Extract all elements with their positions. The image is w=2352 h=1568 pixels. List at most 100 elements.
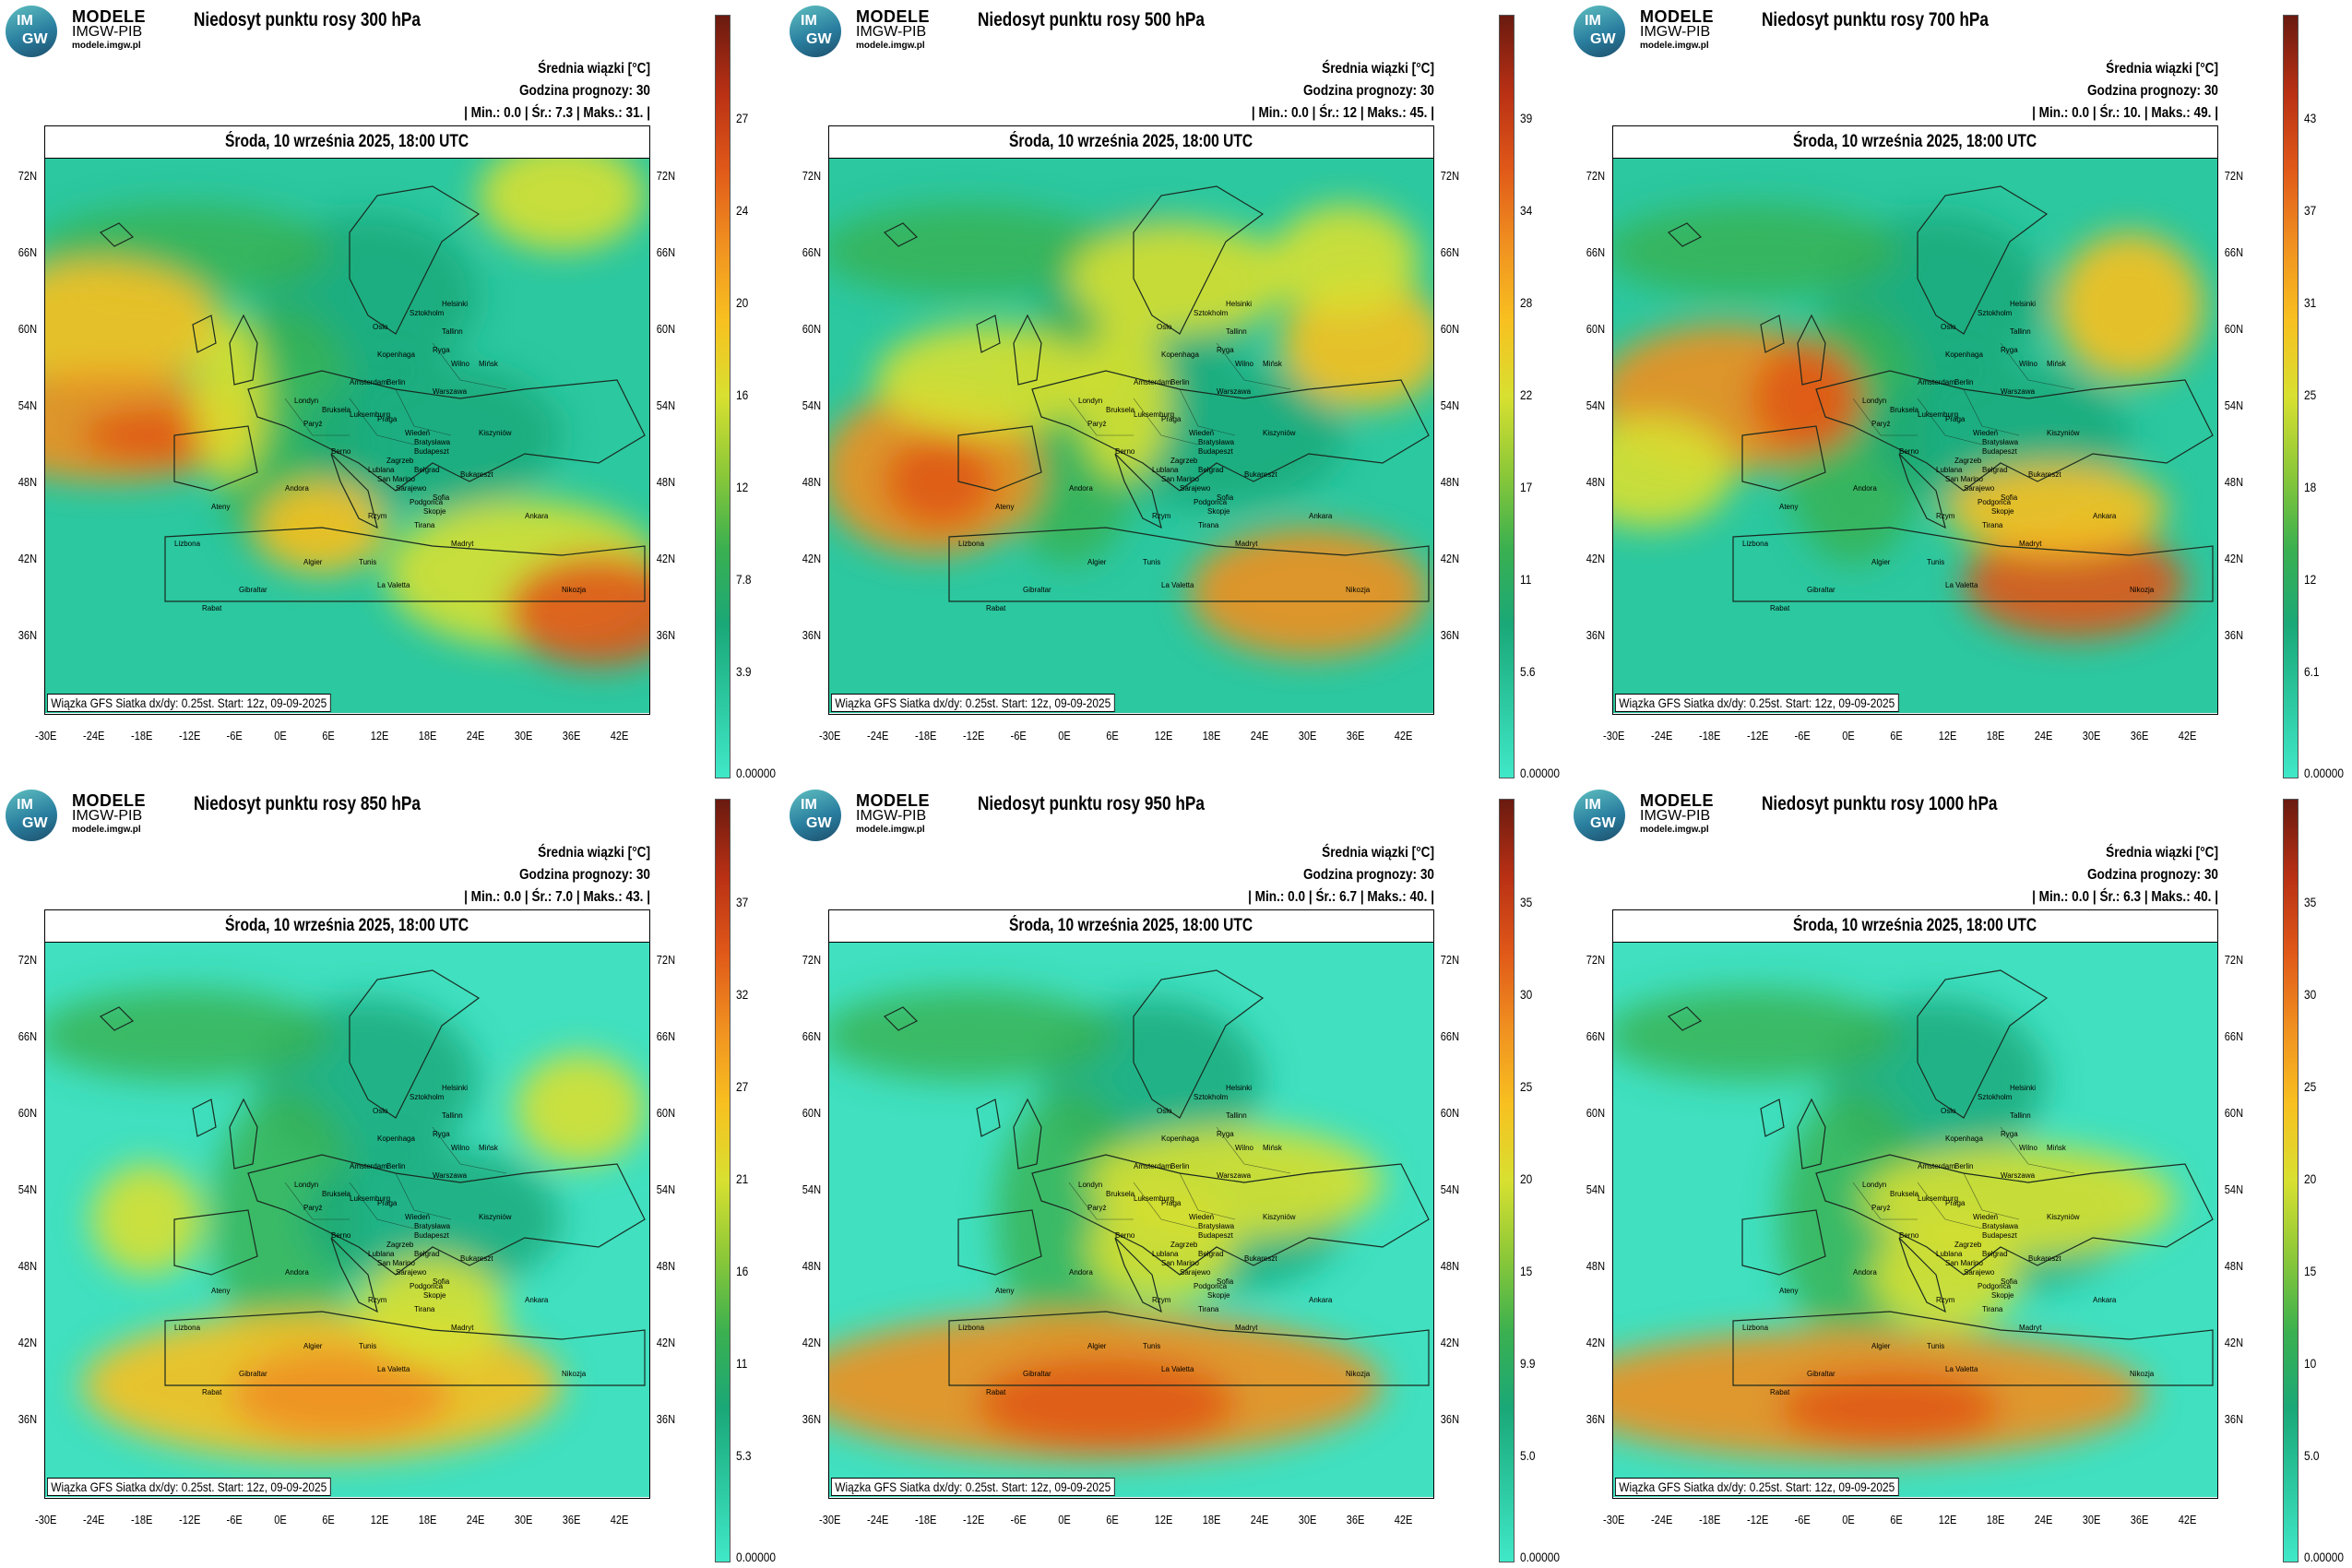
color-scale-label: 17 bbox=[1520, 480, 1533, 494]
stats-line: | Min.: 0.0 | Śr.: 10. | Maks.: 49. | bbox=[2032, 105, 2218, 121]
forecast-date: Środa, 10 września 2025, 18:00 UTC bbox=[1009, 916, 1253, 935]
coastline bbox=[1797, 314, 1826, 386]
color-scale-label: 22 bbox=[1520, 387, 1533, 402]
stats-line: | Min.: 0.0 | Śr.: 7.3 | Maks.: 31. | bbox=[464, 105, 650, 121]
city-label: Kiszyniów bbox=[2047, 429, 2080, 437]
city-label: Kopenhaga bbox=[1945, 1134, 1983, 1143]
city-label: Bukareszt bbox=[460, 470, 493, 479]
forecast-hour: Godzina prognozy: 30 bbox=[2086, 83, 2218, 99]
coastline bbox=[1133, 969, 1265, 1119]
field-blob bbox=[516, 1053, 645, 1164]
color-scale-label: 7.8 bbox=[736, 572, 752, 587]
city-label: Wiedeń bbox=[1973, 1213, 1998, 1221]
average-label: Średnia wiązki [°C] bbox=[2106, 845, 2218, 861]
coastline bbox=[1031, 370, 1430, 492]
longitude-label: 12E bbox=[1938, 729, 1957, 742]
field-blobs bbox=[829, 205, 1433, 657]
color-scale-label: 15 bbox=[1520, 1264, 1533, 1278]
forecast-hour: Godzina prognozy: 30 bbox=[1302, 83, 1434, 99]
city-label: Budapeszt bbox=[414, 447, 450, 456]
city-label: Sarajewo bbox=[1964, 1268, 1995, 1277]
border-line bbox=[1133, 398, 1199, 445]
border-line bbox=[284, 1182, 350, 1220]
city-label: Wilno bbox=[2019, 360, 2038, 368]
average-label: Średnia wiązki [°C] bbox=[538, 61, 650, 77]
longitude-label: 36E bbox=[2130, 1513, 2149, 1526]
border-line bbox=[1068, 398, 1134, 436]
latitude-label: 60N bbox=[1586, 322, 1606, 336]
field-blob bbox=[875, 325, 1097, 435]
logo-letters-top: IM bbox=[1585, 797, 1601, 813]
longitude-label: 0E bbox=[1842, 729, 1855, 742]
city-label: Praga bbox=[1945, 1199, 1966, 1207]
coastline bbox=[1732, 1311, 2214, 1386]
forecast-hour: Godzina prognozy: 30 bbox=[518, 867, 650, 883]
city-label: Londyn bbox=[1078, 397, 1102, 405]
logo-name: MODELE bbox=[72, 791, 147, 810]
longitude-label: 30E bbox=[2082, 729, 2101, 742]
latitude-label: 72N bbox=[18, 953, 38, 967]
city-label: Kopenhaga bbox=[1161, 350, 1199, 359]
city-label: Oslo bbox=[1941, 1107, 1956, 1115]
logo-letters-top: IM bbox=[801, 797, 817, 813]
field-blob bbox=[885, 435, 995, 528]
coastline bbox=[1013, 1098, 1042, 1170]
latitude-label: 66N bbox=[656, 1029, 676, 1043]
logo-letters-bottom: GW bbox=[806, 815, 832, 831]
longitude-label: 12E bbox=[370, 1513, 389, 1526]
latitude-label: 36N bbox=[1586, 1412, 1606, 1426]
city-label: La Valetta bbox=[1945, 1365, 1978, 1373]
city-label: Paryż bbox=[1871, 1204, 1890, 1212]
city-label: Gibraltar bbox=[239, 1370, 267, 1378]
border-line bbox=[1133, 1182, 1199, 1229]
run-info-footer: Wiązka GFS Siatka dx/dy: 0.25st. Start: … bbox=[47, 1478, 331, 1496]
city-label: Andora bbox=[285, 484, 309, 493]
city-label: Warszawa bbox=[433, 387, 468, 396]
city-label: Helsinki bbox=[2010, 1084, 2036, 1092]
color-scale-label: 11 bbox=[1520, 572, 1532, 587]
city-label: Podgorica bbox=[1194, 498, 1228, 506]
city-label: Rabat bbox=[1770, 1388, 1790, 1396]
field-blob bbox=[303, 1146, 562, 1293]
city-label: Algier bbox=[303, 1342, 323, 1350]
city-label: Ankara bbox=[2093, 1296, 2117, 1304]
longitude-label: -24E bbox=[1651, 729, 1673, 742]
city-label: Paryż bbox=[1087, 1204, 1106, 1212]
city-label: Luksemburg bbox=[1918, 410, 1958, 419]
city-label: Algier bbox=[1087, 1342, 1107, 1350]
longitude-label: -18E bbox=[1699, 729, 1721, 742]
color-scale-label: 25 bbox=[2304, 387, 2317, 402]
color-scale-label: 12 bbox=[2304, 572, 2317, 587]
longitude-label: 30E bbox=[514, 729, 533, 742]
color-scale-label: 16 bbox=[736, 1264, 749, 1278]
country-borders bbox=[1068, 1126, 1291, 1229]
field-blob bbox=[45, 989, 331, 1081]
longitude-label: 42E bbox=[610, 1513, 629, 1526]
border-line bbox=[432, 342, 507, 390]
logo-letters-top: IM bbox=[17, 797, 33, 813]
city-label: Lublana bbox=[368, 466, 395, 474]
longitude-label: 36E bbox=[562, 729, 581, 742]
city-label: Berlin bbox=[1954, 1162, 1973, 1170]
city-label: Bruksela bbox=[1890, 1190, 1919, 1198]
latitude-label: 36N bbox=[656, 628, 676, 642]
longitude-label: -12E bbox=[963, 1513, 985, 1526]
latitude-label: 42N bbox=[18, 1336, 38, 1349]
city-label: Lublana bbox=[1152, 466, 1179, 474]
forecast-panel: IM GW MODELE IMGW-PIB modele.imgw.pl Niedosyt… bbox=[784, 784, 1568, 1568]
city-label: Madryt bbox=[451, 1324, 474, 1332]
longitude-label: -18E bbox=[915, 1513, 937, 1526]
forecast-panel: IM GW MODELE IMGW-PIB modele.imgw.pl Niedosyt… bbox=[784, 0, 1568, 784]
map-frame: Środa, 10 września 2025, 18:00 UTC Oslo Sz… bbox=[828, 125, 1434, 715]
longitude-label: -24E bbox=[867, 1513, 889, 1526]
color-scale-bar bbox=[1499, 799, 1515, 1562]
longitude-label: 36E bbox=[1346, 729, 1365, 742]
logo-name: MODELE bbox=[856, 791, 931, 810]
latitude-label: 36N bbox=[1586, 628, 1606, 642]
city-label: Tunis bbox=[1143, 558, 1160, 566]
city-label: Amsterdam bbox=[350, 1162, 387, 1170]
coastline bbox=[1031, 1154, 1430, 1276]
city-label: Skopje bbox=[1991, 1291, 2014, 1300]
city-label: Belgrad bbox=[1982, 1250, 2008, 1258]
